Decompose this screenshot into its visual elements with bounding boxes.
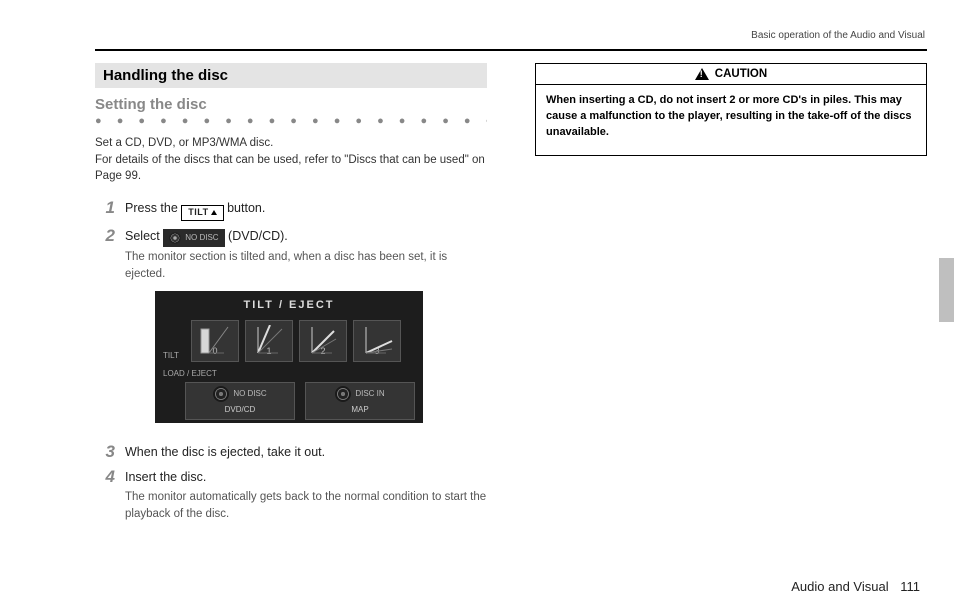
- eject-glyph: [211, 210, 217, 215]
- tilt-option-3: 3: [353, 320, 401, 362]
- tilt-icon: [306, 325, 342, 357]
- tilt-option-0: 0: [191, 320, 239, 362]
- tilt-option-2: 2: [299, 320, 347, 362]
- tilt-option-1: 1: [245, 320, 293, 362]
- step-1-post: button.: [227, 201, 265, 215]
- step-number: 3: [95, 443, 115, 462]
- page-footer: Audio and Visual 111: [791, 579, 920, 594]
- tilt-icon: [252, 325, 288, 357]
- caution-box: CAUTION When inserting a CD, do not inse…: [535, 63, 927, 156]
- load-eject-label: LOAD / EJECT: [163, 368, 415, 380]
- disc-icon: [335, 386, 351, 402]
- step-2-post: (DVD/CD).: [228, 229, 288, 243]
- tilt-button-label: TILT: [188, 206, 208, 220]
- slot-status: DISC IN: [355, 388, 384, 400]
- step-4: 4 Insert the disc. The monitor automatic…: [95, 468, 487, 523]
- thumb-tab: [939, 258, 954, 322]
- subsection-title: Setting the disc: [95, 96, 487, 113]
- slot-dvdcd: NO DISC DVD/CD: [185, 382, 295, 420]
- nodisc-button-icon: NO DISC: [163, 229, 224, 247]
- page-content: Basic operation of the Audio and Visual …: [95, 30, 927, 608]
- footer-page-number: 111: [900, 579, 920, 594]
- step-number: 2: [95, 227, 115, 438]
- slot-map: DISC IN MAP: [305, 382, 415, 420]
- step-1-pre: Press the: [125, 201, 181, 215]
- tilt-row: TILT 0 1: [163, 320, 415, 362]
- caution-body: When inserting a CD, do not insert 2 or …: [536, 85, 926, 155]
- step-2-note: The monitor section is tilted and, when …: [125, 249, 487, 284]
- step-4-text: Insert the disc.: [125, 468, 487, 487]
- section-title: Handling the disc: [95, 63, 487, 88]
- step-2-pre: Select: [125, 229, 163, 243]
- step-1: 1 Press the TILT button.: [95, 199, 487, 221]
- warning-icon: [695, 68, 709, 80]
- tilt-icon: [360, 325, 396, 357]
- tilt-eject-screen: TILT / EJECT TILT 0 1: [155, 291, 423, 423]
- slot-status: NO DISC: [233, 388, 266, 400]
- step-2: 2 Select NO DISC (DVD/CD). The monitor s…: [95, 227, 487, 438]
- screen-title: TILT / EJECT: [163, 297, 415, 314]
- disc-icon: [213, 386, 229, 402]
- tilt-button-icon: TILT: [181, 205, 223, 221]
- step-4-note: The monitor automatically gets back to t…: [125, 489, 487, 524]
- header-rule: [95, 49, 927, 51]
- tilt-row-label: TILT: [163, 350, 185, 362]
- left-column: Handling the disc Setting the disc ● ● ●…: [95, 63, 487, 529]
- caution-header: CAUTION: [536, 64, 926, 85]
- tilt-icon: [198, 325, 234, 357]
- breadcrumb: Basic operation of the Audio and Visual: [95, 30, 927, 41]
- slot-label: DVD/CD: [225, 404, 256, 416]
- step-list: 1 Press the TILT button. 2: [95, 199, 487, 523]
- caution-label: CAUTION: [715, 68, 767, 80]
- disc-icon: [169, 232, 181, 244]
- intro-text: Set a CD, DVD, or MP3/WMA disc. For deta…: [95, 135, 487, 185]
- divider-dots: ● ● ● ● ● ● ● ● ● ● ● ● ● ● ● ● ● ● ● ● …: [95, 117, 487, 125]
- step-3-text: When the disc is ejected, take it out.: [125, 443, 487, 462]
- right-column: CAUTION When inserting a CD, do not inse…: [535, 63, 927, 529]
- footer-section: Audio and Visual: [791, 579, 888, 594]
- step-number: 4: [95, 468, 115, 523]
- slot-label: MAP: [351, 404, 368, 416]
- nodisc-label: NO DISC: [185, 232, 218, 244]
- intro-line-1: Set a CD, DVD, or MP3/WMA disc.: [95, 137, 273, 149]
- intro-line-2: For details of the discs that can be use…: [95, 154, 485, 183]
- step-number: 1: [95, 199, 115, 221]
- step-3: 3 When the disc is ejected, take it out.: [95, 443, 487, 462]
